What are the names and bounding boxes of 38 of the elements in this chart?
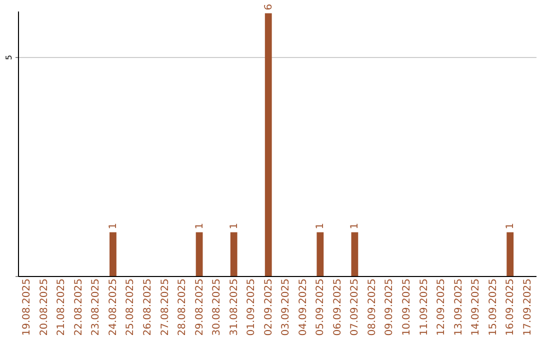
- data-label: 1: [315, 222, 326, 230]
- y-tick-label: 5: [4, 54, 14, 60]
- x-tick-label: 03.09.2025: [280, 278, 292, 336]
- x-tick-label: 13.09.2025: [453, 278, 464, 336]
- x-tick-label: 04.09.2025: [298, 278, 309, 336]
- x-tick-label: 16.09.2025: [505, 278, 516, 336]
- x-tick-label: 14.09.2025: [470, 278, 482, 336]
- x-tick-label: 01.09.2025: [246, 278, 258, 336]
- x-tick-label: 07.09.2025: [350, 278, 361, 336]
- x-tick-label: 05.09.2025: [315, 278, 326, 336]
- x-tick-label: 10.09.2025: [402, 278, 412, 336]
- x-tick-label: 28.08.2025: [177, 278, 188, 336]
- x-tick-label: 06.09.2025: [332, 278, 344, 336]
- x-tick-label: 20.08.2025: [38, 278, 50, 336]
- data-label: 1: [505, 222, 516, 230]
- x-tick-label: 23.08.2025: [90, 278, 102, 336]
- x-tick-label: 08.09.2025: [366, 278, 378, 336]
- x-tick-label: 17.09.2025: [522, 278, 534, 336]
- x-tick-label: 11.09.2025: [418, 278, 430, 336]
- x-tick-label: 26.08.2025: [142, 278, 154, 336]
- x-tick-label: 21.08.2025: [56, 278, 68, 336]
- x-tick-label: 12.09.2025: [436, 278, 448, 336]
- data-label: 1: [108, 222, 119, 230]
- data-label: 1: [228, 222, 240, 230]
- data-label: 1: [350, 222, 361, 230]
- x-tick-label: 02.09.2025: [263, 278, 274, 336]
- x-tick-label: 27.08.2025: [160, 278, 171, 336]
- x-tick-label: 31.08.2025: [228, 278, 240, 336]
- x-tick-label: 22.08.2025: [73, 278, 84, 336]
- x-tick-label: 25.08.2025: [125, 278, 136, 336]
- x-tick-label: 29.08.2025: [194, 278, 206, 336]
- x-tick-label: 19.08.2025: [22, 278, 33, 336]
- x-tick-label: 09.09.2025: [384, 278, 396, 336]
- x-tick-label: 30.08.2025: [212, 278, 223, 336]
- data-label: 6: [263, 4, 274, 10]
- x-tick-label: 15.09.2025: [488, 278, 499, 336]
- x-tick-label: 24.08.2025: [108, 278, 119, 336]
- data-label: 1: [194, 222, 206, 230]
